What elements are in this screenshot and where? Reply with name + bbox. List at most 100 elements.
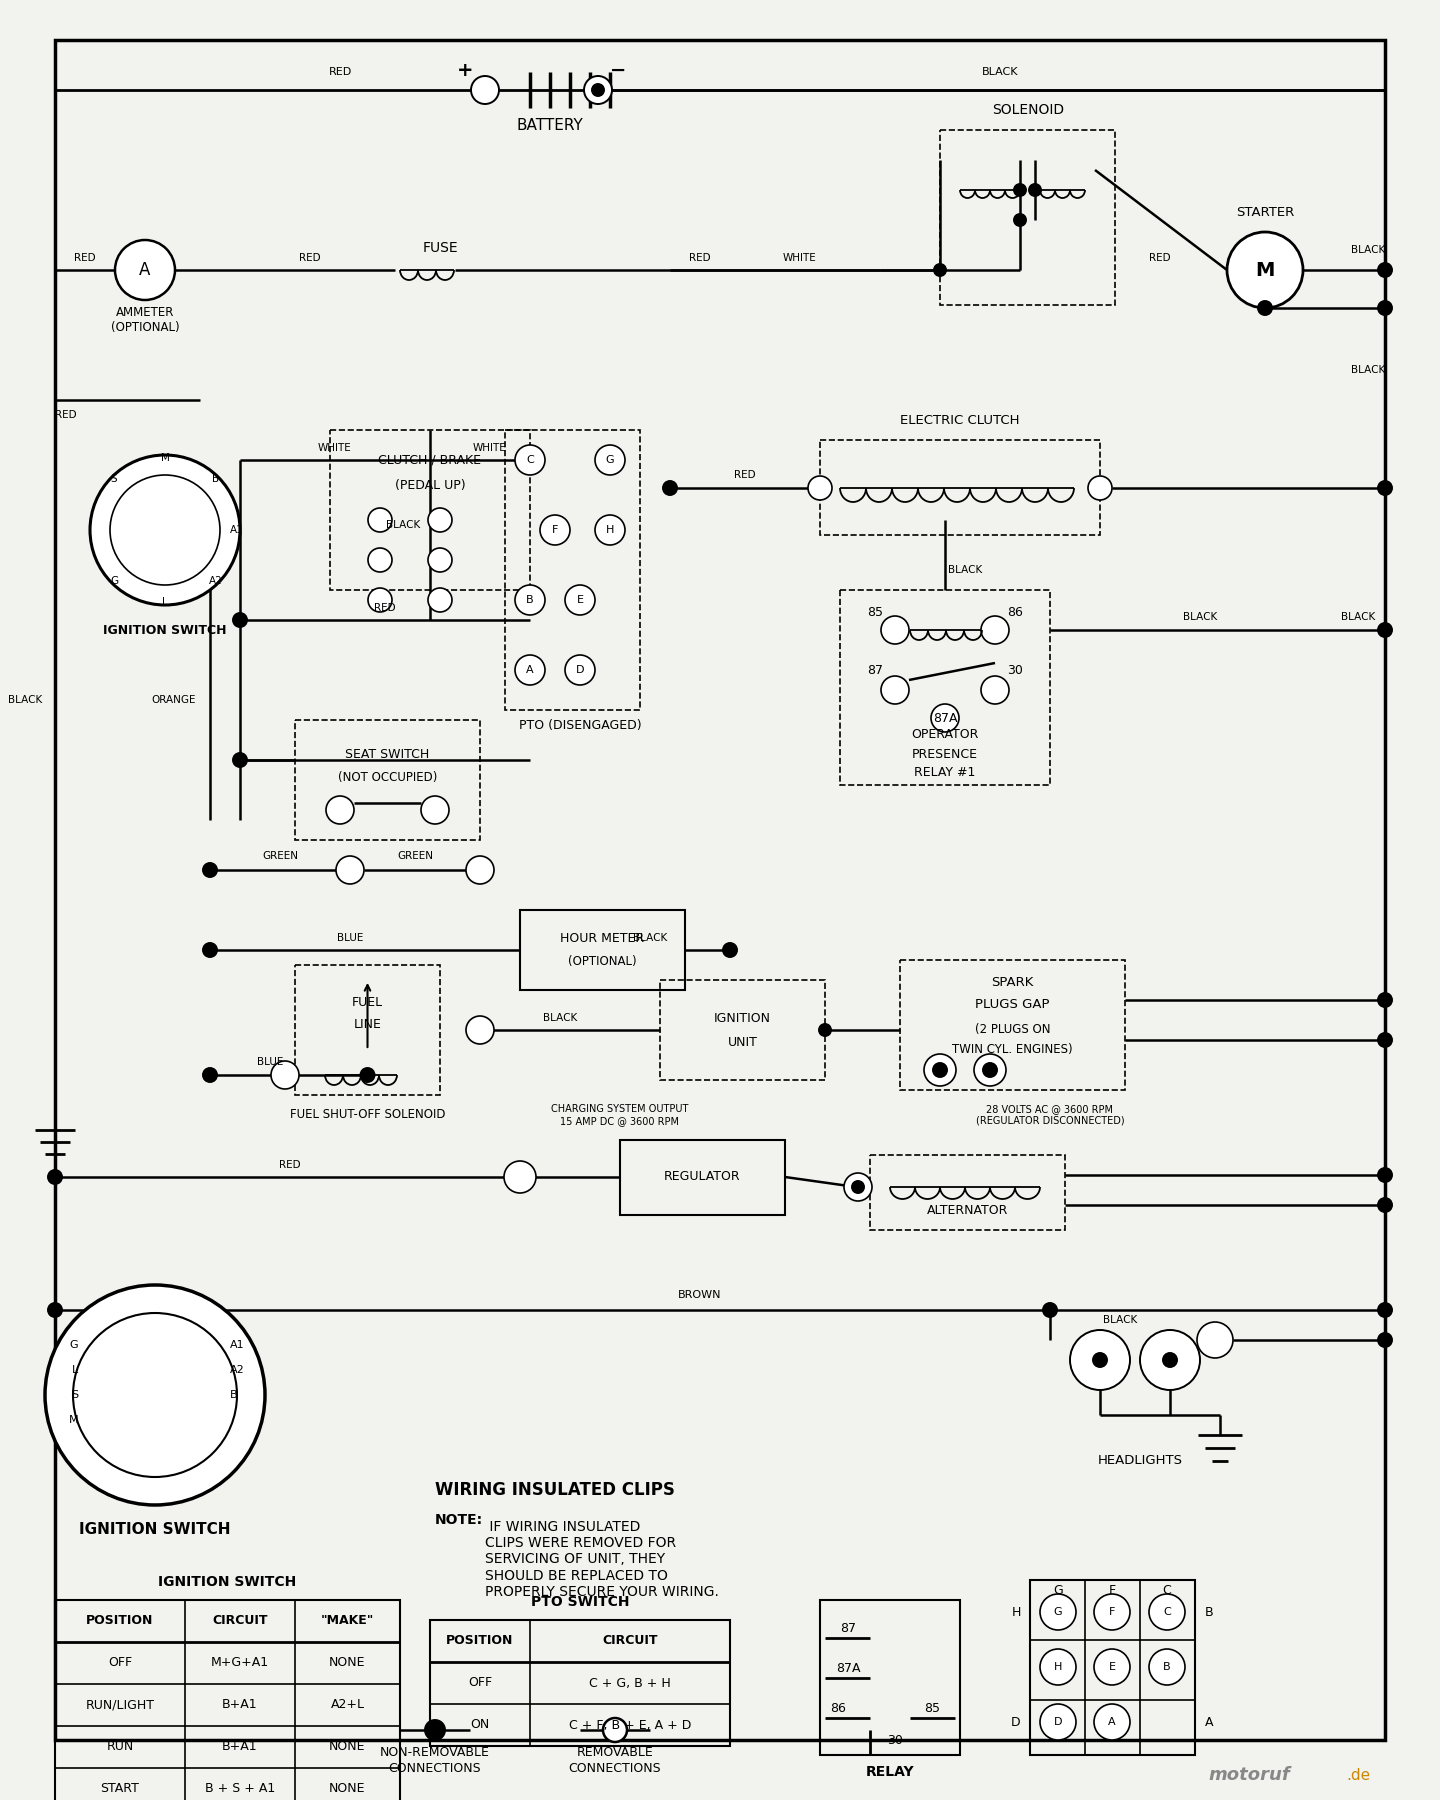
- Text: G: G: [1053, 1584, 1063, 1597]
- Text: GREEN: GREEN: [262, 851, 298, 860]
- Bar: [505, 430, 639, 709]
- Circle shape: [1227, 232, 1303, 308]
- Bar: [295, 965, 441, 1094]
- Text: H: H: [1054, 1661, 1063, 1672]
- Text: RELAY: RELAY: [865, 1766, 914, 1778]
- Text: SPARK: SPARK: [991, 976, 1034, 988]
- Text: E: E: [576, 596, 583, 605]
- Circle shape: [1378, 263, 1392, 277]
- Circle shape: [467, 857, 494, 884]
- Text: BLACK: BLACK: [543, 1013, 577, 1022]
- Text: G: G: [69, 1339, 78, 1350]
- Text: REGULATOR: REGULATOR: [664, 1170, 740, 1184]
- Text: RED: RED: [328, 67, 351, 77]
- Circle shape: [233, 752, 248, 767]
- Text: HOUR METER: HOUR METER: [560, 932, 645, 945]
- Circle shape: [1378, 1199, 1392, 1211]
- Circle shape: [819, 1024, 831, 1037]
- Circle shape: [1094, 1595, 1130, 1631]
- Text: CONNECTIONS: CONNECTIONS: [389, 1762, 481, 1775]
- Text: motoruf: motoruf: [1208, 1766, 1290, 1784]
- Text: A: A: [526, 664, 534, 675]
- Bar: [295, 720, 480, 841]
- Circle shape: [428, 547, 452, 572]
- Text: G: G: [606, 455, 615, 464]
- Text: CLUTCH / BRAKE: CLUTCH / BRAKE: [379, 454, 481, 466]
- Bar: [940, 130, 1115, 304]
- Text: F: F: [552, 526, 559, 535]
- Circle shape: [1378, 1168, 1392, 1183]
- Text: BATTERY: BATTERY: [517, 117, 583, 133]
- Text: (2 PLUGS ON: (2 PLUGS ON: [975, 1024, 1050, 1037]
- Text: NOTE:: NOTE:: [435, 1514, 484, 1526]
- Text: NONE: NONE: [330, 1656, 366, 1670]
- Bar: [330, 430, 530, 590]
- Text: HEADLIGHTS: HEADLIGHTS: [1097, 1454, 1182, 1467]
- Text: B+A1: B+A1: [222, 1741, 258, 1753]
- Text: D: D: [1011, 1715, 1021, 1728]
- Text: F: F: [1109, 1584, 1116, 1597]
- Text: D: D: [576, 664, 585, 675]
- Text: M: M: [68, 1415, 78, 1426]
- Text: PTO (DISENGAGED): PTO (DISENGAGED): [518, 718, 641, 731]
- Text: ORANGE: ORANGE: [151, 695, 196, 706]
- Text: 85: 85: [867, 605, 883, 619]
- Text: M+G+A1: M+G+A1: [210, 1656, 269, 1670]
- Bar: [870, 1156, 1066, 1229]
- Circle shape: [471, 76, 500, 104]
- Text: WHITE: WHITE: [783, 254, 816, 263]
- Text: RED: RED: [300, 254, 321, 263]
- Text: GREEN: GREEN: [397, 851, 433, 860]
- Text: NON-REMOVABLE: NON-REMOVABLE: [380, 1746, 490, 1759]
- Text: REMOVABLE: REMOVABLE: [576, 1746, 654, 1759]
- Circle shape: [1040, 1649, 1076, 1685]
- Text: G: G: [109, 576, 118, 587]
- Circle shape: [425, 1721, 445, 1741]
- Circle shape: [467, 1015, 494, 1044]
- Text: H: H: [1011, 1606, 1021, 1618]
- Circle shape: [1030, 184, 1041, 196]
- Text: PTO SWITCH: PTO SWITCH: [531, 1595, 629, 1609]
- Text: A1: A1: [230, 526, 243, 535]
- Text: UNIT: UNIT: [727, 1035, 757, 1048]
- Circle shape: [981, 677, 1009, 704]
- Circle shape: [45, 1285, 265, 1505]
- Circle shape: [1378, 994, 1392, 1006]
- Text: RUN: RUN: [107, 1741, 134, 1753]
- Circle shape: [935, 265, 946, 275]
- Circle shape: [233, 614, 248, 626]
- Text: FUEL SHUT-OFF SOLENOID: FUEL SHUT-OFF SOLENOID: [289, 1109, 445, 1121]
- Circle shape: [89, 455, 240, 605]
- Circle shape: [595, 515, 625, 545]
- Text: 85: 85: [924, 1701, 940, 1714]
- Circle shape: [360, 1067, 374, 1082]
- Text: NONE: NONE: [330, 1782, 366, 1796]
- Text: C: C: [526, 455, 534, 464]
- Text: BLUE: BLUE: [256, 1057, 284, 1067]
- Text: SOLENOID: SOLENOID: [992, 103, 1064, 117]
- Text: BLACK: BLACK: [1351, 245, 1385, 256]
- Circle shape: [1014, 214, 1025, 227]
- Circle shape: [1164, 1354, 1176, 1366]
- Circle shape: [203, 1067, 217, 1082]
- Text: FUEL: FUEL: [351, 997, 383, 1010]
- Text: IGNITION SWITCH: IGNITION SWITCH: [158, 1575, 297, 1589]
- Circle shape: [1378, 623, 1392, 637]
- Text: B + S + A1: B + S + A1: [204, 1782, 275, 1796]
- Text: (NOT OCCUPIED): (NOT OCCUPIED): [338, 772, 438, 785]
- Text: BLACK: BLACK: [1351, 365, 1385, 374]
- Text: B: B: [212, 473, 219, 484]
- Circle shape: [516, 445, 544, 475]
- Circle shape: [1089, 475, 1112, 500]
- Text: S: S: [71, 1390, 78, 1400]
- Circle shape: [603, 1717, 626, 1742]
- Text: .de: .de: [1346, 1768, 1369, 1782]
- Text: M: M: [161, 454, 170, 463]
- Circle shape: [504, 1161, 536, 1193]
- Text: A2: A2: [230, 1364, 245, 1375]
- Text: ALTERNATOR: ALTERNATOR: [927, 1204, 1008, 1217]
- Text: "MAKE": "MAKE": [321, 1615, 374, 1627]
- Bar: [55, 1600, 400, 1800]
- Text: OFF: OFF: [108, 1656, 132, 1670]
- Circle shape: [924, 1055, 956, 1085]
